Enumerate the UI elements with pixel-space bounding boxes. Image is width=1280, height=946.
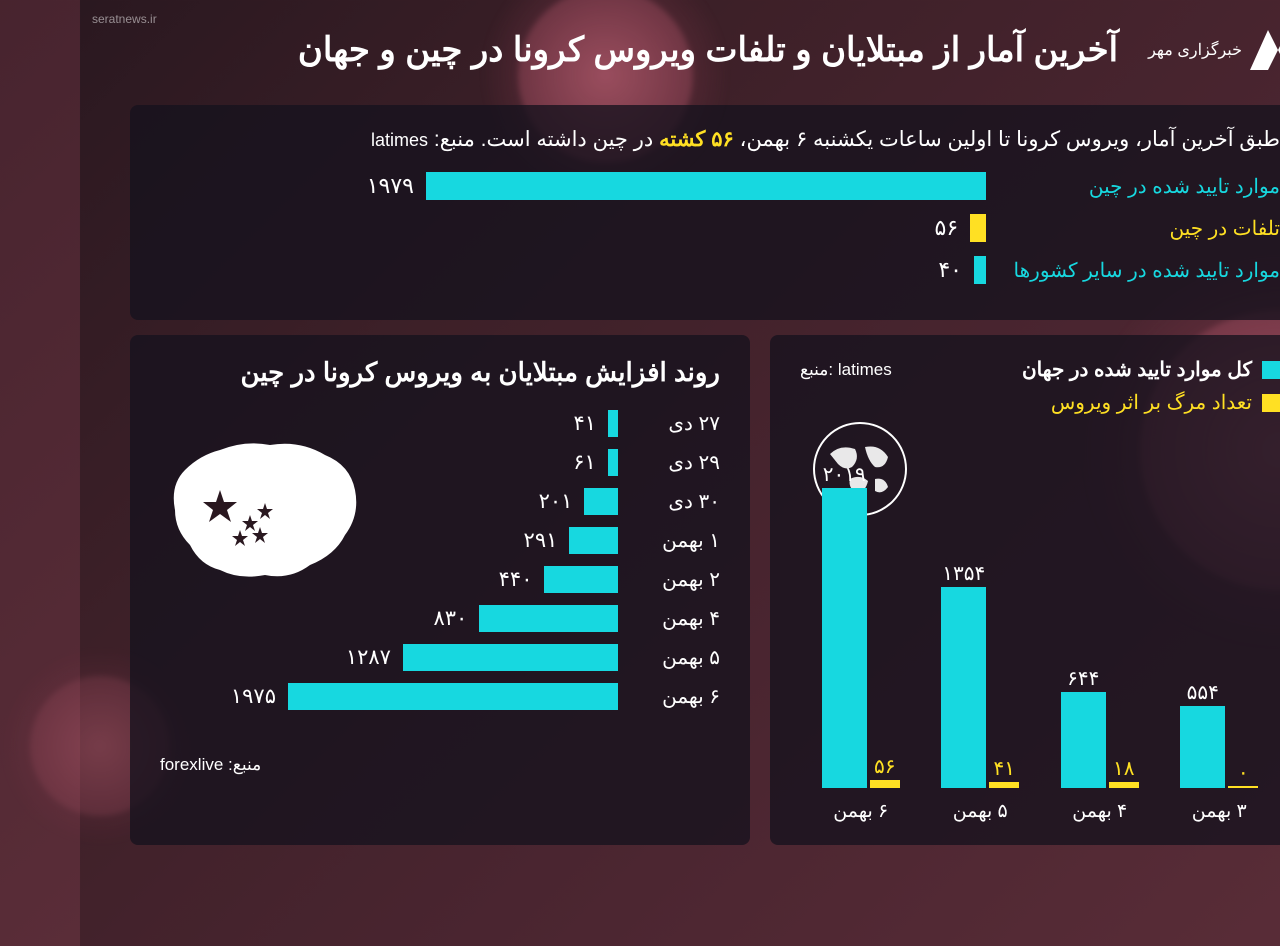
legend-label: تعداد مرگ بر اثر ویروس — [971, 390, 1172, 415]
summary-bar-row: تلفات در چین ۵۶ — [80, 214, 1200, 242]
china-bar-label: ۶ بهمن — [550, 684, 640, 709]
vbar-category: ۶ بهمن — [753, 800, 808, 823]
china-bar-value: ۶۱ — [493, 450, 516, 475]
deaths-value: ۱۸ — [1029, 756, 1059, 781]
china-bar-label: ۳۰ دی — [550, 489, 640, 514]
china-map-icon — [80, 425, 290, 595]
legend-swatch — [1182, 361, 1200, 379]
vbar-group: ۵۶ ۲۰۱۹ ۶ بهمن — [730, 468, 832, 823]
china-bar-fill — [528, 449, 538, 476]
summary-bar-label: موارد تایید شده در چین — [920, 174, 1200, 199]
logo-text: خبرگزاری مهر — [1068, 40, 1162, 60]
china-chart-title: روند افزایش مبتلایان به ویروس کرونا در چ… — [80, 357, 640, 388]
vbar-category: ۴ بهمن — [992, 800, 1047, 823]
china-bar-value: ۸۳۰ — [353, 606, 387, 631]
summary-panel: طبق آخرین آمار، ویروس کرونا تا اولین ساع… — [50, 105, 1230, 320]
summary-bar-row: موارد تایید شده در سایر کشورها ۴۰ — [80, 256, 1200, 284]
summary-text-after: در چین داشته است. — [401, 128, 574, 151]
world-panel: کل موارد تایید شده در جهان منبع: latimes… — [690, 335, 1230, 845]
deaths-bar: ۵۶ — [790, 780, 820, 788]
vbar-group: ۴۱ ۱۳۵۴ ۵ بهمن — [850, 468, 952, 823]
deaths-value: ۰ — [1148, 760, 1178, 785]
china-panel: روند افزایش مبتلایان به ویروس کرونا در چ… — [50, 335, 670, 845]
summary-bar-row: موارد تایید شده در چین ۱۹۷۹ — [80, 172, 1200, 200]
china-bar-label: ۲۹ دی — [550, 450, 640, 475]
legend-item: تعداد مرگ بر اثر ویروس — [720, 390, 1200, 415]
summary-deaths: ۵۶ کشته — [579, 128, 654, 151]
vbar-group: ۱۸ ۶۴۴ ۴ بهمن — [969, 468, 1071, 823]
cases-value: ۵۵۴ — [1100, 680, 1145, 705]
china-bar-label: ۲ بهمن — [550, 567, 640, 592]
china-bar-label: ۱ بهمن — [550, 528, 640, 553]
deaths-value: ۵۶ — [790, 754, 820, 779]
china-bar-value: ۲۰۱ — [459, 489, 493, 514]
cases-bar: ۱۳۵۴ — [861, 587, 906, 788]
deaths-bar: ۴۱ — [909, 782, 939, 788]
header: خبرگزاری مهر آخرین آمار از مبتلایان و تل… — [0, 0, 1280, 90]
china-bar-fill — [504, 488, 538, 515]
page-title: آخرین آمار از مبتلایان و تلفات ویروس کرو… — [50, 30, 1038, 70]
summary-bar-value: ۱۹۷۹ — [287, 173, 334, 199]
china-bar-fill — [528, 410, 538, 437]
china-bar-label: ۵ بهمن — [550, 645, 640, 670]
world-legend: کل موارد تایید شده در جهان منبع: latimes… — [720, 357, 1200, 423]
world-source: منبع: latimes — [720, 360, 812, 380]
summary-source-label: منبع: — [354, 128, 395, 151]
cases-bar: ۲۰۱۹ — [742, 488, 787, 788]
logo: خبرگزاری مهر — [1068, 30, 1230, 70]
vbar-category: ۵ بهمن — [873, 800, 928, 823]
legend-item: کل موارد تایید شده در جهان منبع: latimes — [720, 357, 1200, 382]
china-bar-label: ۲۷ دی — [550, 411, 640, 436]
cases-value: ۲۰۱۹ — [742, 462, 787, 487]
vbar-group: ۰ ۵۵۴ ۳ بهمن — [1089, 468, 1191, 823]
china-bar-value: ۱۹۷۵ — [151, 684, 196, 709]
cases-value: ۶۴۴ — [981, 666, 1026, 691]
summary-bar-fill — [894, 256, 906, 284]
china-bar-fill — [399, 605, 538, 632]
china-bar-value: ۴۴۰ — [419, 567, 453, 592]
china-bar-label: ۴ بهمن — [550, 606, 640, 631]
logo-mark-icon — [1170, 30, 1230, 70]
china-bar-fill — [489, 527, 538, 554]
china-bar-value: ۲۹۱ — [444, 528, 478, 553]
china-bar-fill — [323, 644, 538, 671]
cases-bar: ۵۵۴ — [1100, 706, 1145, 788]
summary-bar-fill — [890, 214, 906, 242]
summary-text-before: طبق آخرین آمار، ویروس کرونا تا اولین ساع… — [660, 128, 1200, 151]
summary-bar-value: ۵۶ — [855, 215, 879, 241]
cases-bar: ۶۴۴ — [981, 692, 1026, 788]
china-bar-value: ۱۲۸۷ — [266, 645, 311, 670]
china-bar-row: ۴ بهمن ۸۳۰ — [80, 605, 640, 632]
summary-bar-fill — [346, 172, 906, 200]
deaths-bar: ۰ — [1148, 786, 1178, 788]
deaths-value: ۴۱ — [909, 756, 939, 781]
cases-value: ۱۳۵۴ — [861, 561, 906, 586]
summary-bars: موارد تایید شده در چین ۱۹۷۹ تلفات در چین… — [80, 172, 1200, 284]
china-bar-fill — [464, 566, 538, 593]
vbar-category: ۳ بهمن — [1112, 800, 1167, 823]
legend-swatch — [1182, 394, 1200, 412]
legend-label: کل موارد تایید شده در جهان — [942, 357, 1172, 382]
china-bar-value: ۴۱ — [493, 411, 516, 436]
summary-source: latimes — [291, 130, 348, 151]
world-vbar-chart: ۰ ۵۵۴ ۳ بهمن ۱۸ ۶۴۴ ۴ بهمن ۴۱ ۱۳۵۴ ۵ بهم… — [720, 439, 1200, 823]
summary-bar-label: تلفات در چین — [920, 216, 1200, 241]
summary-bar-label: موارد تایید شده در سایر کشورها — [920, 258, 1200, 283]
summary-text: طبق آخرین آمار، ویروس کرونا تا اولین ساع… — [80, 127, 1200, 152]
china-bar-row: ۵ بهمن ۱۲۸۷ — [80, 644, 640, 671]
summary-bar-value: ۴۰ — [858, 257, 882, 283]
china-bar-row: ۶ بهمن ۱۹۷۵ — [80, 683, 640, 710]
china-bar-fill — [208, 683, 538, 710]
deaths-bar: ۱۸ — [1029, 782, 1059, 788]
china-source: منبع: forexlive — [80, 755, 181, 775]
